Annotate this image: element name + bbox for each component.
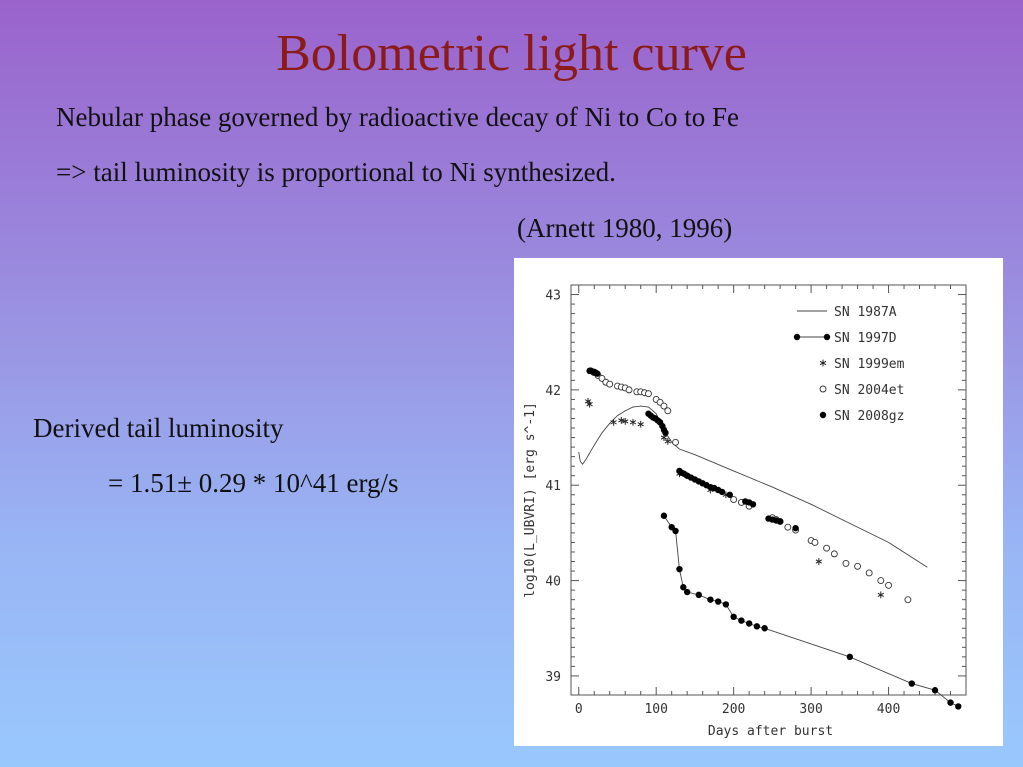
point-sn-1999em xyxy=(629,418,637,426)
point-sn-2008gz xyxy=(776,518,784,525)
point-sn-1999em xyxy=(637,420,644,428)
point-sn-1997d xyxy=(714,598,722,605)
point-sn-1999em xyxy=(815,558,823,565)
point-sn-1999em xyxy=(618,416,625,424)
plot-frame xyxy=(570,284,967,696)
light-curve-chart: 0 100 200 300 400 39 40 41 42 43 Days after burst l… xyxy=(523,284,967,739)
derived-value: = 1.51± 0.29 * 10^41 erg/s xyxy=(108,468,399,498)
y-tick-label: 41 xyxy=(545,479,561,494)
point-sn-2004et xyxy=(664,407,672,415)
point-sn-2004et xyxy=(730,496,738,503)
intro-line-2: => tail luminosity is proportional to Ni… xyxy=(56,157,616,187)
point-sn-1997d xyxy=(908,680,915,687)
series-line-sn-1997d xyxy=(663,515,959,707)
point-sn-2004et xyxy=(645,390,652,398)
point-sn-1999em xyxy=(610,418,617,426)
legend-marker-sn-1997d xyxy=(793,333,801,341)
citation: (Arnett 1980, 1996) xyxy=(517,213,733,243)
y-tick-label: 42 xyxy=(545,384,561,399)
point-sn-1997d xyxy=(676,565,683,573)
point-sn-2004et xyxy=(672,438,680,446)
point-sn-1997d xyxy=(707,596,714,603)
point-sn-2004et xyxy=(865,569,873,577)
point-sn-1997d xyxy=(738,617,745,624)
point-sn-1997d xyxy=(695,591,702,599)
point-sn-2004et xyxy=(842,559,850,567)
point-sn-1997d xyxy=(683,588,691,596)
legend-marker-sn-2008gz xyxy=(819,411,827,419)
point-sn-2004et xyxy=(625,386,633,394)
legend-label-sn-2008gz: SN 2008gz xyxy=(834,409,904,424)
legend-marker-sn-2004et xyxy=(819,385,827,393)
legend-label-sn-1999em: SN 1999em xyxy=(834,357,905,372)
point-sn-2008gz xyxy=(718,488,726,496)
intro-line-1: Nebular phase governed by radioactive de… xyxy=(56,102,740,132)
point-sn-1999em xyxy=(664,437,672,445)
point-sn-1999em xyxy=(622,417,629,425)
point-sn-2004et xyxy=(885,581,892,589)
legend-label-sn-1997d: SN 1997D xyxy=(834,331,897,346)
point-sn-2008gz xyxy=(662,429,669,436)
y-tick-label: 39 xyxy=(545,670,561,685)
point-sn-1997d xyxy=(761,625,768,632)
series-line-sn-1987a xyxy=(578,405,928,568)
point-sn-2004et xyxy=(784,523,792,531)
point-sn-2004et xyxy=(904,596,912,604)
point-sn-1997d xyxy=(955,703,962,710)
x-tick-label: 200 xyxy=(722,702,745,717)
slide-title: Bolometric light curve xyxy=(276,25,747,82)
point-sn-1999em xyxy=(877,591,885,599)
x-tick-label: 100 xyxy=(644,702,667,717)
x-tick-label: 0 xyxy=(575,702,583,717)
legend-label-sn-2004et: SN 2004et xyxy=(834,383,904,398)
point-sn-1997d xyxy=(745,620,753,627)
legend-label-sn-1987a: SN 1987A xyxy=(834,305,897,320)
x-tick-label: 300 xyxy=(799,702,822,717)
point-sn-2004et xyxy=(606,380,614,388)
point-sn-2008gz xyxy=(792,524,799,532)
point-sn-2004et xyxy=(660,402,668,410)
point-sn-1997d xyxy=(730,613,737,621)
x-axis-label: Days after burst xyxy=(708,724,833,739)
point-sn-1999em xyxy=(586,400,593,408)
y-tick-label: 43 xyxy=(545,289,561,304)
legend-marker-sn-1997d xyxy=(823,333,831,341)
point-sn-2008gz xyxy=(594,370,601,377)
point-sn-1997d xyxy=(846,653,854,661)
point-sn-2004et xyxy=(854,562,862,570)
y-axis-label: log10(L_UBVRI) [erg s^-1] xyxy=(523,402,538,598)
point-sn-2008gz xyxy=(726,491,733,498)
chart-panel: 0 100 200 300 400 39 40 41 42 43 Days after burst l… xyxy=(514,258,1003,746)
point-sn-1997d xyxy=(672,527,679,535)
legend-marker-sn-1999em xyxy=(819,359,827,367)
point-sn-1997d xyxy=(722,601,730,608)
point-sn-2004et xyxy=(823,544,831,552)
point-sn-1997d xyxy=(660,512,668,519)
x-tick-label: 400 xyxy=(877,702,900,717)
point-sn-2004et xyxy=(811,538,819,546)
y-tick-label: 40 xyxy=(545,575,561,590)
point-sn-2004et xyxy=(877,577,885,585)
derived-label: Derived tail luminosity xyxy=(33,413,284,443)
point-sn-1997d xyxy=(753,623,761,630)
point-sn-2004et xyxy=(830,550,838,558)
point-sn-1997d xyxy=(931,687,939,694)
point-sn-1997d xyxy=(947,699,954,706)
point-sn-2008gz xyxy=(749,501,757,508)
point-sn-1997d xyxy=(680,584,687,591)
